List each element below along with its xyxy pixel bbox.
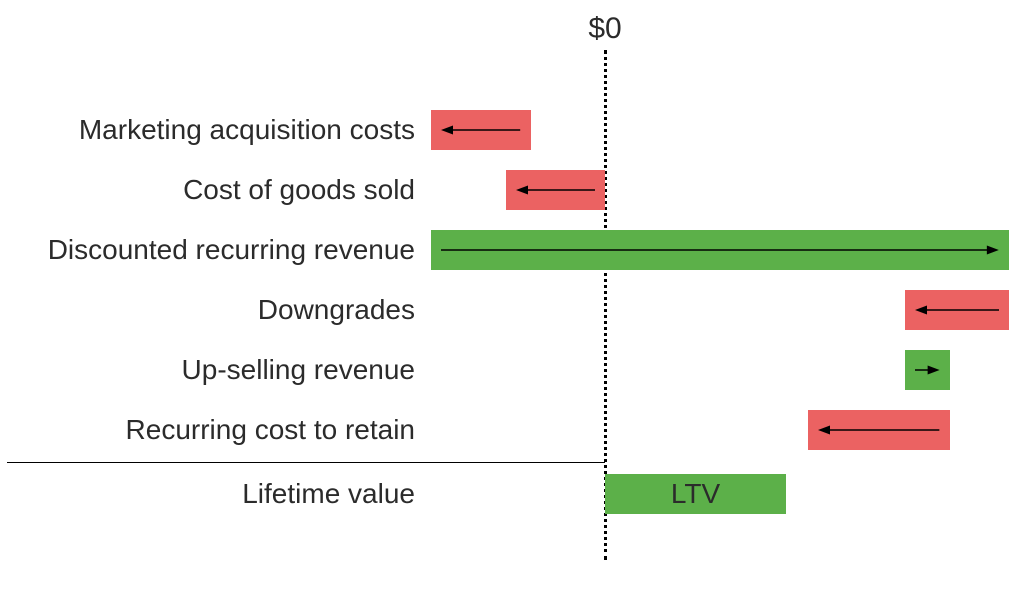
- row-label: Cost of goods sold: [183, 176, 415, 204]
- bar-red: [905, 290, 1009, 330]
- bar-red: [431, 110, 530, 150]
- summary-divider: [7, 462, 605, 463]
- row-label: Recurring cost to retain: [126, 416, 415, 444]
- bar-green: [431, 230, 1009, 270]
- row-label: Up-selling revenue: [182, 356, 415, 384]
- bar-red: [808, 410, 949, 450]
- bar-green: [905, 350, 950, 390]
- bar-red: [506, 170, 605, 210]
- row-label: Marketing acquisition costs: [79, 116, 415, 144]
- row-label: Downgrades: [258, 296, 415, 324]
- row-label: Discounted recurring revenue: [48, 236, 415, 264]
- summary-label: Lifetime value: [242, 480, 415, 508]
- zero-axis-label: $0: [588, 14, 621, 44]
- summary-bar-text: LTV: [671, 480, 720, 508]
- ltv-waterfall-diagram: $0 Marketing acquisition costs Cost of goo…: [0, 0, 1024, 602]
